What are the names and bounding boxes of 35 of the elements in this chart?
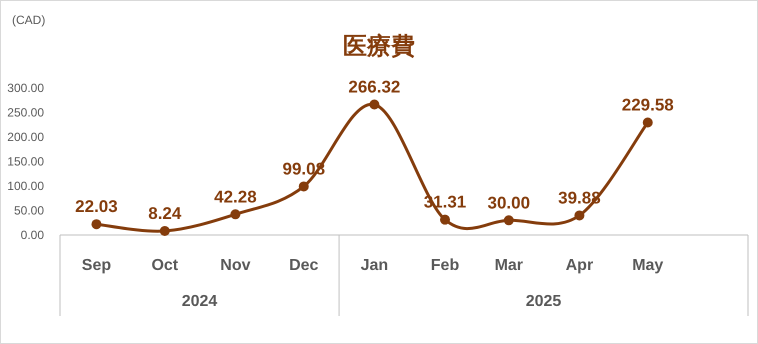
point — [298, 181, 309, 192]
y-tick-label: 200.00 — [7, 130, 44, 144]
data-label: 22.03 — [75, 197, 118, 216]
text: 2024 — [182, 293, 218, 310]
point — [369, 100, 380, 110]
text: 2025 — [526, 293, 562, 310]
data-label: 266.32 — [348, 78, 400, 97]
point — [642, 118, 653, 128]
data-label: 229.58 — [622, 96, 674, 115]
point — [230, 209, 240, 220]
data-label: 42.28 — [214, 187, 257, 206]
y-tick-label: 50.00 — [14, 204, 44, 218]
point — [504, 215, 514, 226]
point — [440, 214, 450, 225]
x-tick-label: Feb — [430, 257, 460, 274]
y-tick-label: 0.00 — [20, 228, 44, 242]
y-axis-title: (CAD) — [12, 13, 46, 27]
x-tick-label: May — [632, 257, 664, 274]
chart-title: 医療費 — [343, 33, 415, 60]
y-tick-label: 150.00 — [7, 154, 44, 168]
y-tick-label: 100.00 — [7, 179, 44, 193]
data-label: 8.24 — [148, 204, 182, 223]
point — [91, 219, 102, 230]
point — [160, 226, 170, 236]
data-label: 30.00 — [488, 193, 530, 212]
x-tick-label: Mar — [494, 257, 524, 274]
x-tick-label: Dec — [289, 257, 319, 274]
y-tick-label: 250.00 — [7, 106, 44, 120]
x-tick-label: Oct — [151, 257, 179, 274]
y-tick-label: 300.00 — [7, 81, 44, 95]
x-tick-label: Nov — [220, 257, 251, 274]
point — [574, 210, 584, 220]
x-tick-label: Apr — [566, 257, 594, 274]
x-tick-label: Sep — [82, 257, 112, 274]
x-tick-label: Jan — [360, 257, 388, 274]
